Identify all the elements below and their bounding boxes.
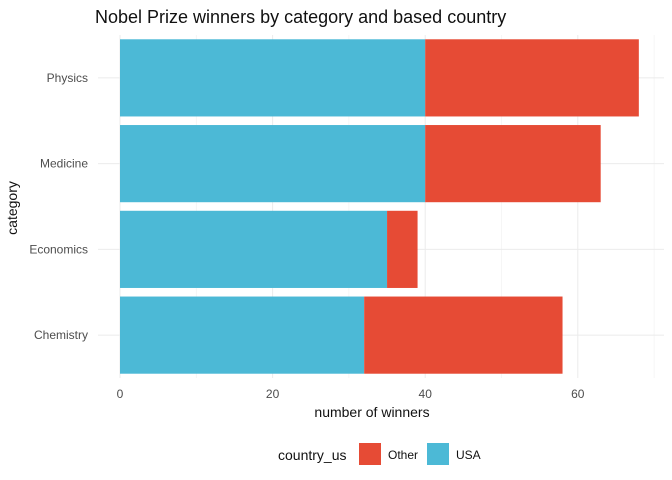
x-axis-title: number of winners	[314, 404, 429, 420]
x-tick-label: 0	[117, 387, 124, 401]
x-axis-ticks: 0 20 40 60	[117, 387, 585, 401]
bar-usa-chemistry	[120, 296, 365, 374]
x-tick-label: 40	[419, 387, 433, 401]
legend-label-usa: USA	[456, 448, 481, 462]
bar-other-physics	[425, 39, 639, 117]
y-tick-label: Physics	[47, 71, 88, 85]
x-tick-label: 20	[266, 387, 280, 401]
bar-other-economics	[387, 210, 418, 288]
y-tick-label: Medicine	[40, 157, 88, 171]
legend: country_us Other USA	[278, 443, 481, 465]
bar-other-chemistry	[364, 296, 563, 374]
legend-title: country_us	[278, 447, 346, 463]
x-tick-label: 60	[571, 387, 585, 401]
y-axis-ticks: Chemistry Economics Medicine Physics	[29, 71, 88, 342]
chart-title: Nobel Prize winners by category and base…	[95, 7, 506, 27]
legend-label-other: Other	[388, 448, 418, 462]
bars	[120, 39, 639, 374]
legend-key-other	[359, 443, 381, 465]
y-tick-label: Chemistry	[34, 328, 88, 342]
bar-usa-medicine	[120, 125, 426, 203]
y-axis-title: category	[4, 181, 20, 235]
legend-key-usa	[427, 443, 449, 465]
bar-usa-economics	[120, 210, 388, 288]
y-tick-label: Economics	[29, 242, 88, 256]
bar-other-medicine	[425, 125, 601, 203]
bar-usa-physics	[120, 39, 426, 117]
